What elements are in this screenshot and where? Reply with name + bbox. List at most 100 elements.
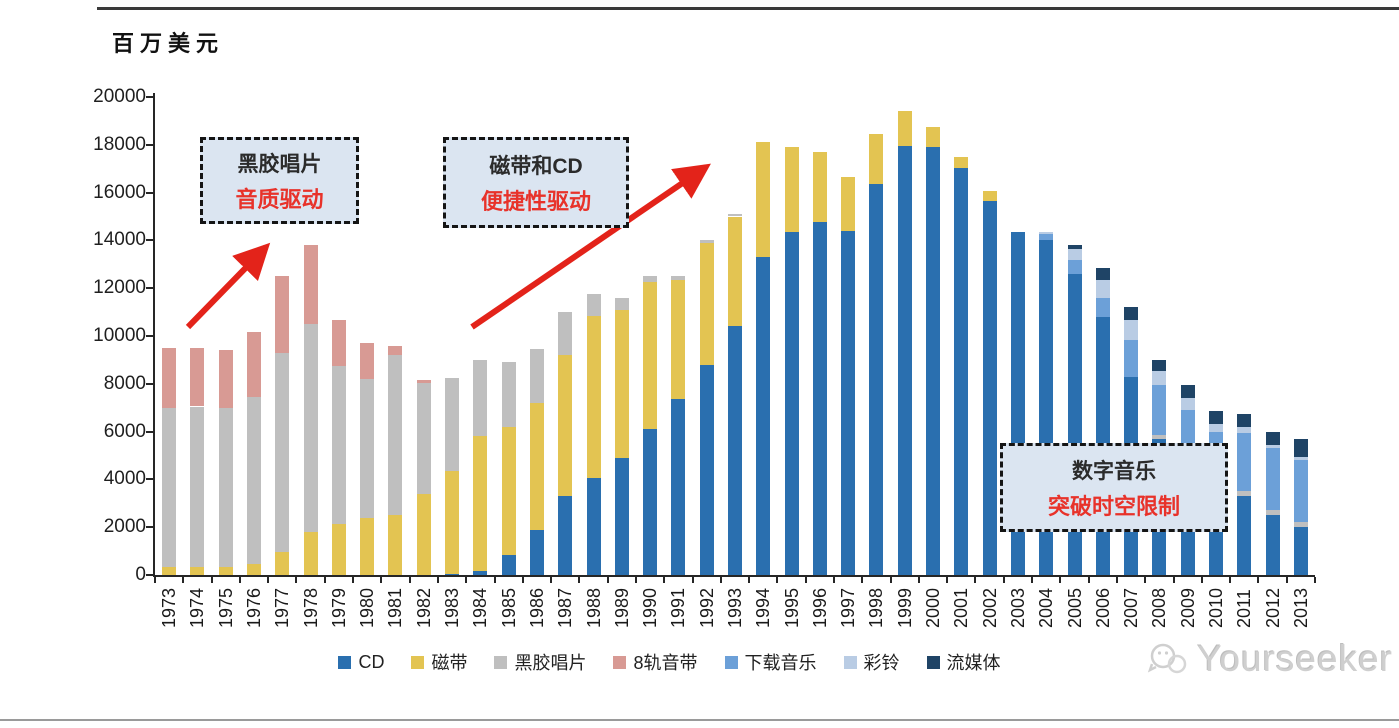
x-axis-label-1974: 1974 xyxy=(187,587,208,628)
bar-segment-download-2006 xyxy=(1095,297,1110,317)
y-tick xyxy=(146,143,153,146)
x-axis-label-1988: 1988 xyxy=(583,587,604,628)
bar-segment-cassette-1995 xyxy=(784,147,799,233)
y-tick-label: 14000 xyxy=(93,229,146,251)
bar-segment-vinyl-1976 xyxy=(247,396,262,565)
bar-segment-streaming-2005 xyxy=(1067,245,1082,249)
x-tick xyxy=(1031,577,1034,583)
bar-segment-cd-1992 xyxy=(699,364,714,575)
x-axis-label-2002: 2002 xyxy=(979,587,1000,628)
bar-segment-cd-1986 xyxy=(529,529,544,575)
bar-segment-ringtone-2004 xyxy=(1039,232,1054,235)
x-tick xyxy=(380,577,383,583)
legend-swatch-eight_track xyxy=(613,655,627,669)
x-tick xyxy=(408,577,411,583)
bar-segment-cassette-1980 xyxy=(360,517,375,575)
chart-legend: CD 磁带 黑胶唱片 8轨音带 下载音乐 彩铃 流媒体 xyxy=(0,649,1339,675)
x-axis-label-2006: 2006 xyxy=(1092,587,1113,628)
bar-segment-vinyl-1980 xyxy=(360,379,375,518)
bar-segment-vinyl-1977 xyxy=(275,352,290,553)
bar-segment-cd-2001 xyxy=(954,167,969,575)
x-tick xyxy=(1144,577,1147,583)
annotation-cassette-cd-subtitle: 便捷性驱动 xyxy=(480,188,591,214)
bar-segment-vinyl-1983 xyxy=(445,377,460,472)
bar-segment-ringtone-2010 xyxy=(1208,424,1223,432)
bar-segment-cd-1989 xyxy=(614,457,629,575)
bar-segment-cassette-2001 xyxy=(954,156,969,168)
x-tick xyxy=(465,577,468,583)
bar-segment-streaming-2011 xyxy=(1237,413,1252,427)
x-tick xyxy=(833,577,836,583)
bar-segment-vinyl-1981 xyxy=(388,355,403,516)
x-axis-label-1979: 1979 xyxy=(328,587,349,628)
x-tick xyxy=(1285,577,1288,583)
legend-label-download: 下载音乐 xyxy=(744,653,817,673)
bar-segment-vinyl-2008 xyxy=(1152,435,1167,439)
x-axis-label-1997: 1997 xyxy=(838,587,859,628)
bar-segment-vinyl-1988 xyxy=(586,294,601,316)
x-tick xyxy=(521,577,524,583)
bar-segment-vinyl-1973 xyxy=(162,407,177,567)
y-tick-label: 20000 xyxy=(93,86,146,107)
bar-segment-download-2013 xyxy=(1293,460,1308,523)
x-axis-label-2011: 2011 xyxy=(1234,589,1255,628)
bar-segment-cassette-1984 xyxy=(473,436,488,572)
watermark-text: Yourseeker xyxy=(1197,638,1393,679)
bar-segment-cassette-1982 xyxy=(416,493,431,575)
x-axis-label-1982: 1982 xyxy=(413,587,434,628)
bar-segment-cassette-1976 xyxy=(247,564,262,575)
bar-segment-streaming-2012 xyxy=(1265,431,1280,445)
x-tick xyxy=(974,577,977,583)
bar-segment-cassette-2002 xyxy=(982,191,997,201)
x-tick xyxy=(154,577,156,583)
x-tick xyxy=(550,577,553,583)
bar-segment-cassette-1996 xyxy=(812,151,827,223)
bar-segment-vinyl-1982 xyxy=(416,382,431,494)
bar-segment-ringtone-2011 xyxy=(1237,426,1252,433)
legend-swatch-download xyxy=(724,655,738,669)
bar-segment-cd-1990 xyxy=(643,429,658,575)
annotation-vinyl-title: 黑胶唱片 xyxy=(237,152,322,176)
bar-segment-cd-2012 xyxy=(1265,515,1280,575)
y-tick-label: 6000 xyxy=(103,420,146,442)
x-axis-label-2008: 2008 xyxy=(1149,587,1170,628)
bar-segment-cassette-1994 xyxy=(756,142,771,258)
bar-segment-cassette-1974 xyxy=(190,566,205,575)
legend-swatch-vinyl xyxy=(494,655,508,669)
x-tick xyxy=(634,577,637,583)
x-axis-label-1984: 1984 xyxy=(470,587,491,628)
bar-segment-eight_track-1974 xyxy=(190,347,205,407)
legend-swatch-ringtone xyxy=(843,655,857,669)
top-divider xyxy=(97,7,1399,10)
y-tick-label: 10000 xyxy=(93,325,146,346)
y-tick-label: 8000 xyxy=(103,372,146,394)
annotation-cassette-cd-title: 磁带和CD xyxy=(489,154,583,178)
x-axis-label-1987: 1987 xyxy=(555,587,576,628)
bar-segment-vinyl-1979 xyxy=(331,365,346,524)
x-axis-label-1976: 1976 xyxy=(244,587,265,628)
x-tick xyxy=(861,577,864,583)
bar-segment-download-2011 xyxy=(1237,432,1252,492)
x-axis-label-1993: 1993 xyxy=(725,587,745,628)
x-tick xyxy=(578,577,581,583)
x-axis-label-1998: 1998 xyxy=(866,587,887,628)
x-axis-label-2001: 2001 xyxy=(951,587,972,628)
bar-segment-cd-1987 xyxy=(558,496,573,575)
bar-segment-cd-1995 xyxy=(784,232,799,575)
x-axis-label-1992: 1992 xyxy=(696,587,717,628)
x-axis-label-1989: 1989 xyxy=(611,587,632,628)
legend-label-eight_track: 8轨音带 xyxy=(633,653,698,673)
legend-swatch-cd xyxy=(338,655,352,669)
bar-segment-cd-1993 xyxy=(728,326,742,575)
y-tick xyxy=(146,382,153,385)
y-tick xyxy=(146,526,153,529)
bar-segment-eight_track-1975 xyxy=(218,350,233,408)
x-axis-label-2005: 2005 xyxy=(1064,587,1085,628)
x-axis-label-1986: 1986 xyxy=(526,587,547,628)
bar-segment-cd-2011 xyxy=(1237,496,1252,575)
bar-segment-vinyl-1978 xyxy=(303,324,318,532)
x-tick xyxy=(889,577,892,583)
legend-item-cd: CD xyxy=(338,652,384,673)
bar-segment-cassette-1989 xyxy=(614,309,629,458)
bar-segment-cassette-1993 xyxy=(728,216,742,327)
